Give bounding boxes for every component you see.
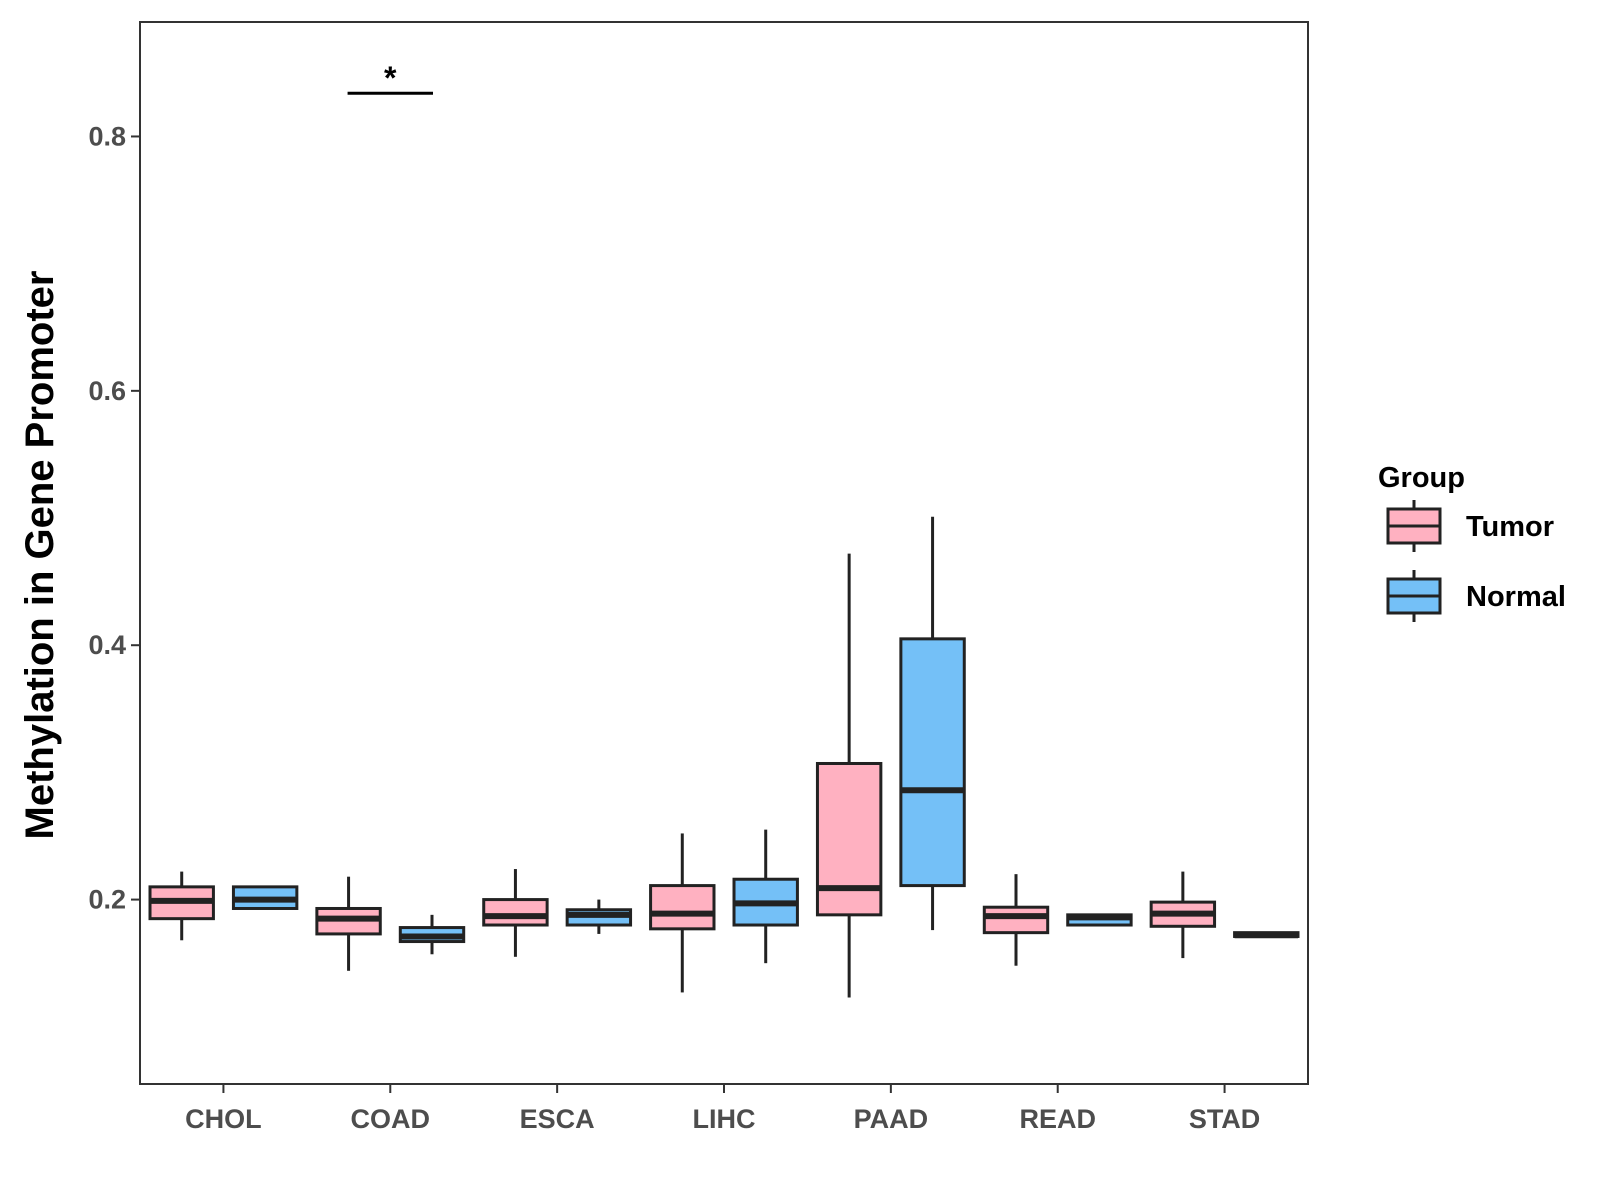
y-tick-label: 0.4	[88, 630, 126, 660]
box-normal-read	[1066, 913, 1133, 927]
x-tick-label: READ	[1019, 1104, 1096, 1134]
significance-annotation: *	[347, 60, 433, 96]
box-tumor-lihc	[649, 833, 716, 993]
x-tick-label: ESCA	[520, 1104, 595, 1134]
box-tumor-stad	[1149, 871, 1217, 959]
box-tumor-esca	[482, 869, 549, 957]
x-axis: CHOL COAD ESCA LIHC PAAD READ STAD	[185, 1084, 1260, 1134]
box-normal-coad	[398, 914, 466, 955]
plot-panel	[139, 21, 1309, 1085]
box-normal-paad	[899, 516, 966, 931]
plot-marks: *	[148, 60, 1300, 998]
x-tick-label: STAD	[1189, 1104, 1261, 1134]
box-iqr	[815, 761, 883, 917]
box-tumor-read	[982, 874, 1050, 966]
legend-label: Normal	[1466, 581, 1566, 613]
box-iqr	[649, 884, 716, 931]
box-tumor-chol	[148, 871, 215, 941]
x-tick-label: COAD	[351, 1104, 431, 1134]
y-tick-label: 0.8	[88, 121, 126, 151]
box-tumor-paad	[815, 553, 883, 998]
x-tick-label: LIHC	[693, 1104, 756, 1134]
legend-item-tumor: Tumor	[1386, 500, 1554, 552]
box-tumor-coad	[315, 876, 382, 971]
box-normal-chol	[231, 885, 299, 910]
box-iqr	[982, 905, 1050, 935]
significance-star: *	[384, 60, 397, 96]
x-tick-label: PAAD	[854, 1104, 929, 1134]
y-tick-label: 0.6	[88, 376, 126, 406]
box-iqr	[482, 898, 549, 927]
x-tick-label: CHOL	[185, 1104, 262, 1134]
box-normal-lihc	[732, 829, 799, 964]
legend-item-normal: Normal	[1386, 570, 1566, 622]
legend-title: Group	[1378, 462, 1465, 494]
box-iqr	[899, 637, 966, 888]
y-axis: 0.2 0.4 0.6 0.8	[88, 121, 140, 915]
legend: Group Tumor Normal	[1378, 462, 1566, 622]
y-tick-label: 0.2	[88, 885, 126, 915]
box-normal-stad	[1233, 931, 1300, 939]
legend-label: Tumor	[1466, 511, 1554, 543]
y-axis-title: Methylation in Gene Promoter	[18, 271, 62, 840]
box-normal-esca	[565, 899, 633, 934]
